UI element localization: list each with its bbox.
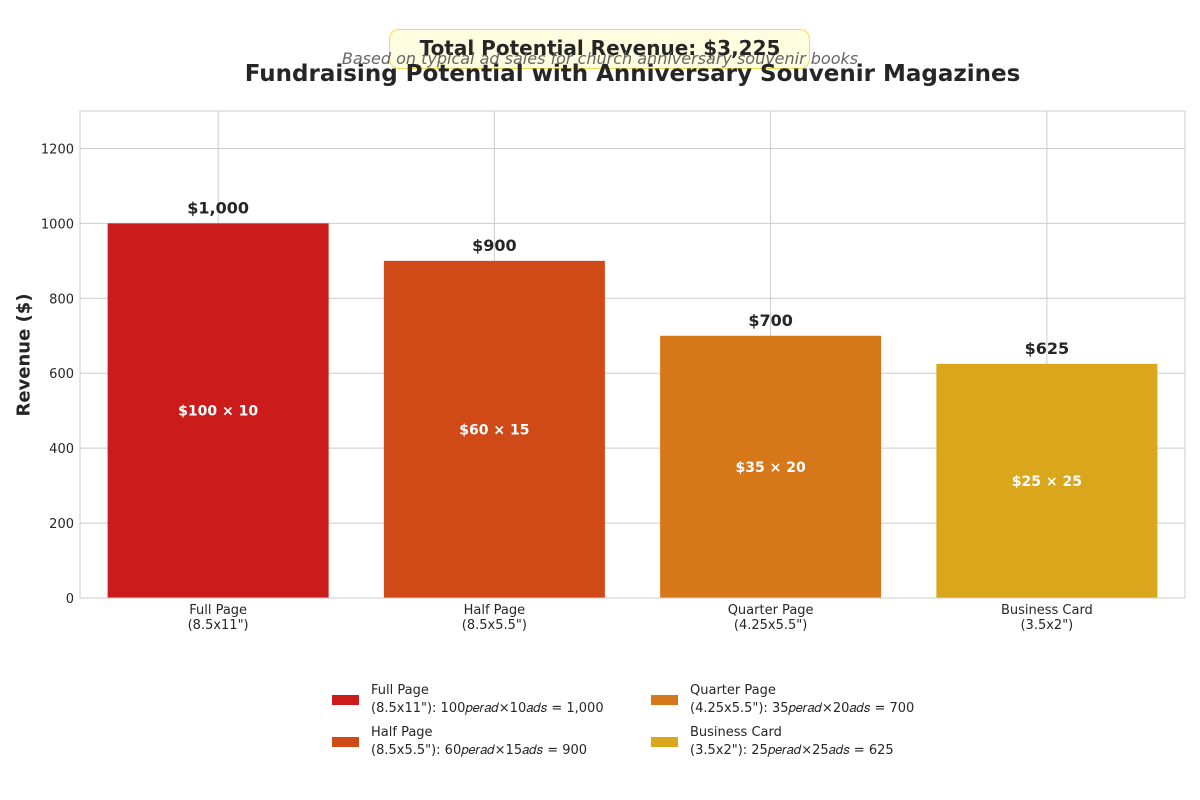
y-tick-label: 1000 <box>41 217 74 232</box>
bar-inner-label: $100 × 10 <box>178 404 258 420</box>
y-tick-label: 400 <box>49 442 74 457</box>
x-tick-label: (3.5x2") <box>1020 618 1073 633</box>
bar <box>660 335 882 598</box>
bar-inner-label: $60 × 15 <box>459 422 529 438</box>
x-tick-label: Half Page <box>464 603 526 618</box>
y-tick-label: 1200 <box>41 142 74 157</box>
legend-item-title: Quarter Page <box>690 683 776 698</box>
chart-subtitle: Based on typical ad sales for church ann… <box>341 49 859 68</box>
bar <box>107 223 329 598</box>
bar-value-label: $625 <box>1025 339 1070 358</box>
legend-item-detail: (3.5x2"): 25𝑝𝑒𝑟𝑎𝑑×25𝑎𝑑𝑠 = 625 <box>690 743 894 758</box>
legend-item-title: Full Page <box>371 683 429 698</box>
x-tick-label: (4.25x5.5") <box>734 618 807 633</box>
legend-swatch <box>332 695 359 705</box>
y-axis-label: Revenue ($) <box>13 293 35 417</box>
bar-value-label: $1,000 <box>187 198 249 217</box>
x-tick-label: Full Page <box>189 603 247 618</box>
legend-item-title: Half Page <box>371 725 433 740</box>
bar-value-label: $700 <box>748 311 793 330</box>
total-revenue-box <box>389 29 810 69</box>
y-tick-label: 800 <box>49 292 74 307</box>
legend-item-title: Business Card <box>690 725 782 740</box>
legend-swatch <box>332 737 359 747</box>
x-tick-label: (8.5x5.5") <box>462 618 527 633</box>
x-tick-label: Quarter Page <box>728 603 814 618</box>
legend-swatch <box>651 695 678 705</box>
bar <box>936 363 1158 598</box>
x-tick-label: Business Card <box>1001 603 1093 618</box>
legend-item-half-page: Half Page (8.5x5.5"): 60𝑝𝑒𝑟𝑎𝑑×15𝑎𝑑𝑠 = 90… <box>330 724 640 764</box>
chart-title: Fundraising Potential with Anniversary S… <box>244 61 1021 87</box>
y-tick-label: 600 <box>49 367 74 382</box>
bar-value-label: $900 <box>472 236 517 255</box>
legend-item-full-page: Full Page (8.5x11"): 100𝑝𝑒𝑟𝑎𝑑×10𝑎𝑑𝑠 = 1,… <box>330 682 640 722</box>
bar-inner-label: $35 × 20 <box>736 460 806 476</box>
chart-labels: 0 200 400 600 800 1000 1200 $1,000 $100 × 10 Full… <box>41 142 1093 633</box>
legend-item-business-card: Business Card (3.5x2"): 25𝑝𝑒𝑟𝑎𝑑×25𝑎𝑑𝑠 = … <box>649 724 959 764</box>
x-tick-label: (8.5x11") <box>188 618 249 633</box>
bar <box>383 260 605 598</box>
plot-frame <box>79 110 1186 599</box>
legend-item-detail: (4.25x5.5"): 35𝑝𝑒𝑟𝑎𝑑×20𝑎𝑑𝑠 = 700 <box>690 701 915 716</box>
legend-item-detail: (8.5x5.5"): 60𝑝𝑒𝑟𝑎𝑑×15𝑎𝑑𝑠 = 900 <box>371 743 588 758</box>
legend-item-detail: (8.5x11"): 100𝑝𝑒𝑟𝑎𝑑×10𝑎𝑑𝑠 = 1,000 <box>371 701 604 716</box>
bar-inner-label: $25 × 25 <box>1012 474 1082 490</box>
y-tick-label: 0 <box>66 592 74 607</box>
y-tick-label: 200 <box>49 517 74 532</box>
total-revenue-label: Total Potential Revenue: $3,225 <box>419 36 781 60</box>
legend-item-quarter-page: Quarter Page (4.25x5.5"): 35𝑝𝑒𝑟𝑎𝑑×20𝑎𝑑𝑠 … <box>649 682 959 722</box>
legend-swatch <box>651 737 678 747</box>
chart-bars <box>107 223 1158 598</box>
